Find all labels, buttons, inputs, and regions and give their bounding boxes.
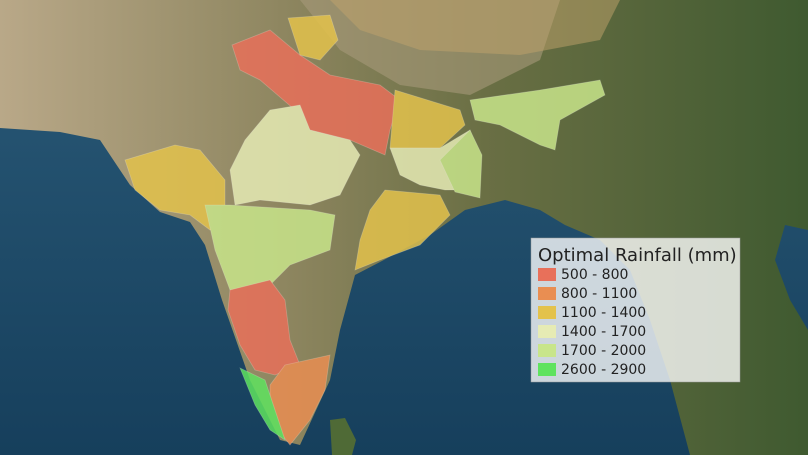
region <box>229 104 361 206</box>
region <box>287 14 339 61</box>
legend-swatch <box>538 306 556 319</box>
region <box>239 367 286 441</box>
region <box>389 89 466 149</box>
region <box>269 354 331 446</box>
sri-lanka <box>330 418 356 455</box>
legend-items: 500 - 800 800 - 1100 1100 - 1400 1400 - 170… <box>538 267 646 378</box>
legend-swatch <box>538 344 556 357</box>
legend-label: 1400 - 1700 <box>561 324 646 340</box>
region <box>204 204 336 291</box>
tibet-plateau <box>330 0 620 55</box>
legend-label: 1700 - 2000 <box>561 343 646 359</box>
legend-label: 2600 - 2900 <box>561 362 646 378</box>
legend-swatch <box>538 287 556 300</box>
legend-label: 1100 - 1400 <box>561 305 646 321</box>
region <box>231 29 401 156</box>
legend-box <box>530 237 741 383</box>
legend-label: 500 - 800 <box>561 267 628 283</box>
region <box>439 129 483 199</box>
region <box>469 79 606 151</box>
legend-swatch <box>538 325 556 338</box>
legend-title: Optimal Rainfall (mm) <box>538 245 737 266</box>
legend-swatch <box>538 363 556 376</box>
legend-label: 800 - 1100 <box>561 286 637 302</box>
legend-swatch <box>538 268 556 281</box>
regions <box>124 14 606 446</box>
region <box>354 189 451 271</box>
